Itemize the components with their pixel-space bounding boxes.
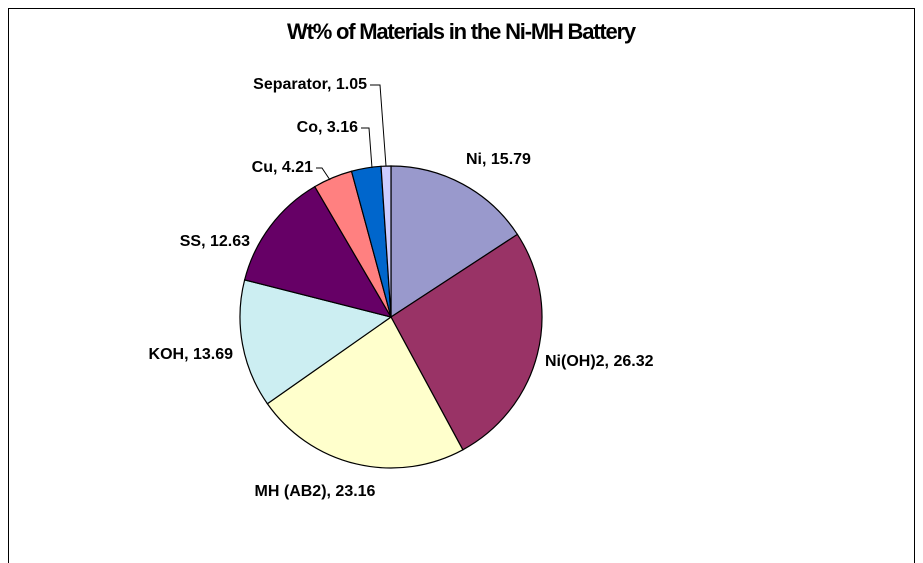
- slice-label: KOH, 13.69: [149, 346, 234, 363]
- pie-slice: [380, 165, 392, 318]
- pie-slice: [390, 233, 543, 451]
- leader-line: [316, 167, 331, 181]
- slice-label: Separator, 1.05: [253, 76, 367, 93]
- leader-line: [361, 127, 373, 169]
- slice-label: Cu, 4.21: [252, 159, 313, 176]
- slice-label: Ni, 15.79: [466, 151, 531, 168]
- pie-slice: [390, 165, 519, 319]
- slice-label: Ni(OH)2, 26.32: [545, 353, 654, 370]
- chart-title: Wt% of Materials in the Ni-MH Battery: [287, 19, 637, 44]
- pie-slice: [243, 185, 393, 318]
- pie-slice: [266, 316, 464, 469]
- slice-label: Co, 3.16: [297, 119, 358, 136]
- pie-slice: [239, 279, 393, 405]
- slice-label: SS, 12.63: [180, 233, 250, 250]
- slice-label: MH (AB2), 23.16: [255, 483, 376, 500]
- leader-line: [370, 84, 387, 167]
